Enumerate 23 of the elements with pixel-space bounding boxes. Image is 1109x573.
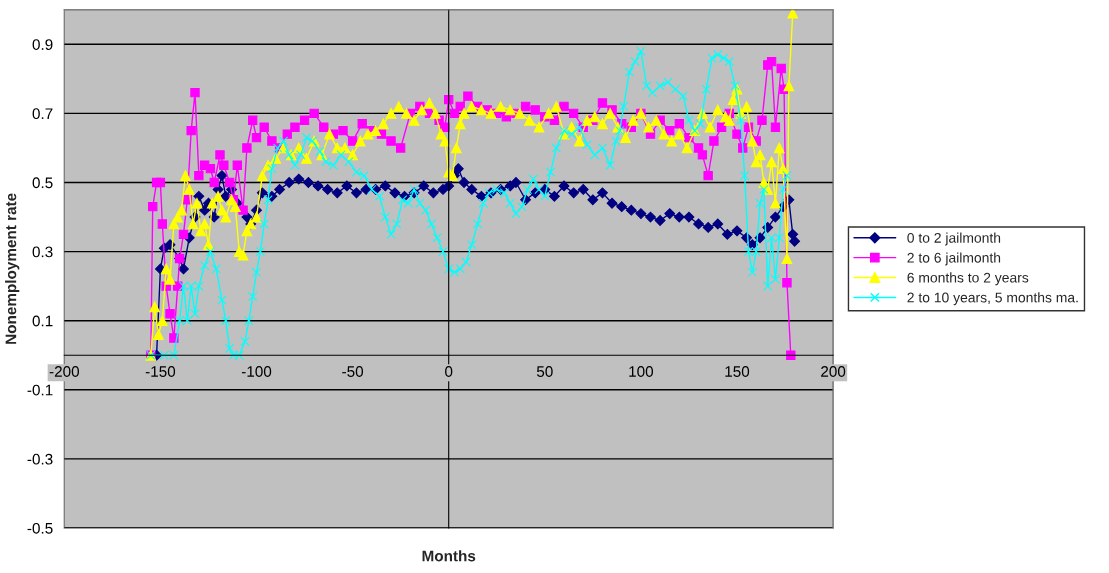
y-tick-label: -0.5 bbox=[27, 522, 53, 534]
x-tick-label: 100 bbox=[629, 366, 654, 377]
x-axis-title: Months bbox=[422, 550, 476, 562]
x-tick-label: -100 bbox=[241, 366, 272, 377]
x-tick-label: 0 bbox=[445, 366, 453, 377]
x-tick-label: -50 bbox=[342, 366, 364, 377]
y-tick-label: -0.3 bbox=[27, 453, 53, 465]
y-tick-label: 0.3 bbox=[32, 246, 53, 258]
x-tick-label: -150 bbox=[145, 366, 176, 377]
y-tick-label: 0.9 bbox=[32, 39, 53, 50]
y-tick-label: 0.1 bbox=[32, 315, 53, 327]
x-tick-label: 150 bbox=[725, 366, 750, 377]
x-tick-label: 200 bbox=[821, 366, 846, 377]
legend-label: 2 to 10 years, 5 months ma. bbox=[907, 292, 1078, 306]
legend-label: 6 months to 2 years bbox=[907, 272, 1029, 286]
y-axis-title: Nonemployment rate bbox=[5, 193, 20, 344]
x-tick-label: -200 bbox=[49, 366, 80, 377]
y-tick-label: 0.5 bbox=[32, 177, 53, 189]
legend-label: 2 to 6 jailmonth bbox=[907, 252, 1001, 266]
y-tick-label: 0.7 bbox=[32, 108, 53, 120]
x-tick-label: 50 bbox=[536, 366, 553, 377]
legend-label: 0 to 2 jailmonth bbox=[907, 232, 1001, 246]
y-tick-label: -0.1 bbox=[27, 384, 53, 396]
